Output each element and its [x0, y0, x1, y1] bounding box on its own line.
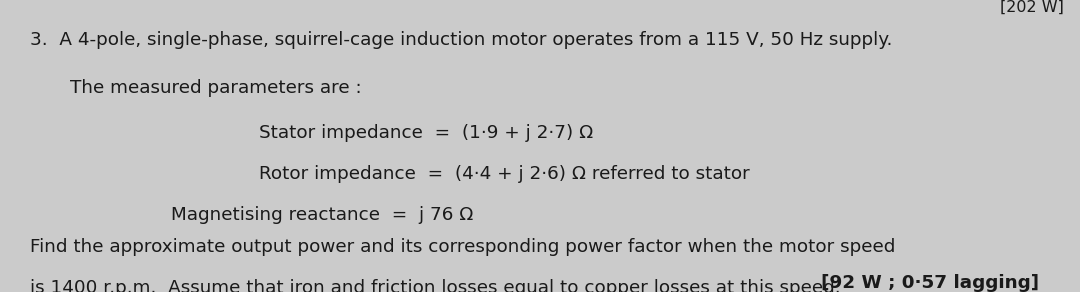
Text: 3.  A 4-pole, single-phase, squirrel-cage induction motor operates from a 115 V,: 3. A 4-pole, single-phase, squirrel-cage… [30, 31, 892, 49]
Text: [92 W ; 0·57 lagging]: [92 W ; 0·57 lagging] [821, 274, 1039, 292]
Text: Stator impedance  =  (1·9 + j 2·7) Ω: Stator impedance = (1·9 + j 2·7) Ω [259, 124, 593, 142]
Text: Magnetising reactance  =  j 76 Ω: Magnetising reactance = j 76 Ω [171, 206, 473, 224]
Text: The measured parameters are :: The measured parameters are : [70, 79, 362, 97]
Text: is 1400 r.p.m.  Assume that iron and friction losses equal to copper losses at t: is 1400 r.p.m. Assume that iron and fric… [30, 279, 841, 292]
Text: Find the approximate output power and its corresponding power factor when the mo: Find the approximate output power and it… [30, 238, 895, 256]
Text: [202 W]: [202 W] [1000, 0, 1064, 15]
Text: Rotor impedance  =  (4·4 + j 2·6) Ω referred to stator: Rotor impedance = (4·4 + j 2·6) Ω referr… [259, 165, 750, 183]
